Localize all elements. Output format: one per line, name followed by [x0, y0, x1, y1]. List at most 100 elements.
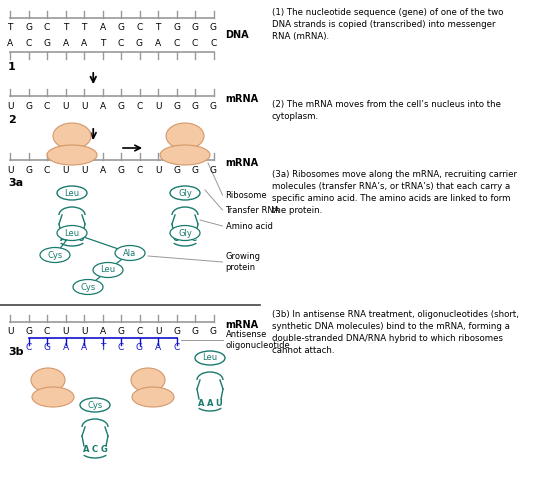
Text: A: A	[155, 344, 161, 352]
Text: C: C	[173, 344, 180, 352]
Text: G: G	[191, 165, 199, 174]
Text: Antisense
oligonucleotide: Antisense oligonucleotide	[226, 330, 290, 350]
Text: Gly: Gly	[178, 228, 192, 238]
Text: A: A	[63, 39, 69, 47]
Ellipse shape	[160, 145, 210, 165]
Text: G: G	[210, 327, 217, 337]
Text: U: U	[81, 101, 87, 110]
Text: G: G	[191, 22, 199, 32]
Ellipse shape	[32, 387, 74, 407]
Ellipse shape	[53, 123, 91, 149]
Text: T: T	[100, 39, 105, 47]
Text: G: G	[25, 165, 32, 174]
Text: G: G	[191, 327, 199, 337]
Text: C: C	[136, 165, 142, 174]
Ellipse shape	[40, 248, 70, 262]
Text: Leu: Leu	[202, 354, 218, 362]
Text: C: C	[191, 233, 197, 242]
Text: G: G	[173, 101, 180, 110]
Text: U: U	[81, 327, 87, 337]
Text: A: A	[100, 101, 106, 110]
Text: U: U	[7, 101, 13, 110]
Ellipse shape	[47, 145, 97, 165]
Text: U: U	[78, 233, 84, 242]
Ellipse shape	[166, 123, 204, 149]
Text: A: A	[207, 399, 213, 408]
Text: C: C	[136, 101, 142, 110]
Text: C: C	[182, 233, 188, 242]
Text: G: G	[173, 327, 180, 337]
Text: A: A	[100, 22, 106, 32]
Text: T: T	[100, 344, 105, 352]
Text: A: A	[100, 165, 106, 174]
Ellipse shape	[31, 368, 65, 392]
Text: Leu: Leu	[64, 188, 80, 197]
Text: C: C	[44, 101, 50, 110]
Text: mRNA: mRNA	[226, 320, 258, 330]
Text: C: C	[136, 327, 142, 337]
Text: Cys: Cys	[47, 250, 63, 260]
Ellipse shape	[115, 246, 145, 261]
Text: G: G	[210, 22, 217, 32]
Text: (1) The nucleotide sequence (gene) of one of the two
DNA strands is copied (tran: (1) The nucleotide sequence (gene) of on…	[272, 8, 503, 41]
Text: A: A	[63, 344, 69, 352]
Text: A: A	[100, 327, 106, 337]
Ellipse shape	[131, 368, 165, 392]
Text: (3b) In antisense RNA treatment, oligonucleotides (short,
synthetic DNA molecule: (3b) In antisense RNA treatment, oligonu…	[272, 310, 519, 356]
Ellipse shape	[73, 280, 103, 294]
Ellipse shape	[57, 186, 87, 200]
Text: G: G	[173, 165, 180, 174]
Text: C: C	[44, 327, 50, 337]
Text: A: A	[81, 344, 87, 352]
Text: C: C	[192, 39, 198, 47]
Text: 2: 2	[8, 115, 16, 125]
Text: U: U	[62, 327, 69, 337]
Text: U: U	[62, 101, 69, 110]
Text: G: G	[118, 327, 124, 337]
Text: C: C	[44, 165, 50, 174]
Text: U: U	[81, 165, 87, 174]
Text: T: T	[155, 22, 161, 32]
Text: C: C	[25, 39, 32, 47]
Text: Cys: Cys	[87, 401, 103, 410]
Text: U: U	[155, 165, 161, 174]
Text: T: T	[63, 22, 68, 32]
Text: A: A	[7, 39, 13, 47]
Text: C: C	[118, 344, 124, 352]
Text: C: C	[25, 344, 32, 352]
Text: U: U	[7, 327, 13, 337]
Text: Ala: Ala	[123, 249, 136, 258]
Text: A: A	[82, 445, 89, 455]
Ellipse shape	[195, 351, 225, 365]
Text: A: A	[81, 39, 87, 47]
Text: G: G	[25, 327, 32, 337]
Text: Amino acid: Amino acid	[226, 221, 272, 230]
Text: 1: 1	[8, 62, 16, 72]
Text: mRNA: mRNA	[226, 94, 258, 104]
Text: G: G	[118, 165, 124, 174]
Text: G: G	[136, 344, 143, 352]
Text: C: C	[210, 39, 217, 47]
Text: Transfer RNA: Transfer RNA	[226, 206, 280, 215]
Text: A: A	[155, 39, 161, 47]
Text: G: G	[136, 39, 143, 47]
Text: Ribosome: Ribosome	[226, 191, 267, 199]
Ellipse shape	[170, 186, 200, 200]
Text: (2) The mRNA moves from the cell’s nucleus into the
cytoplasm.: (2) The mRNA moves from the cell’s nucle…	[272, 100, 501, 121]
Ellipse shape	[170, 226, 200, 240]
Text: 3b: 3b	[8, 347, 24, 357]
Text: C: C	[118, 39, 124, 47]
Text: U: U	[62, 165, 69, 174]
Text: G: G	[191, 101, 199, 110]
Text: T: T	[7, 22, 13, 32]
Text: G: G	[210, 165, 217, 174]
Text: G: G	[118, 101, 124, 110]
Text: C: C	[92, 445, 98, 455]
Text: C: C	[136, 22, 142, 32]
Text: C: C	[44, 22, 50, 32]
Text: U: U	[155, 101, 161, 110]
Text: Cys: Cys	[80, 282, 96, 292]
Text: T: T	[81, 22, 87, 32]
Ellipse shape	[80, 398, 110, 412]
Ellipse shape	[132, 387, 174, 407]
